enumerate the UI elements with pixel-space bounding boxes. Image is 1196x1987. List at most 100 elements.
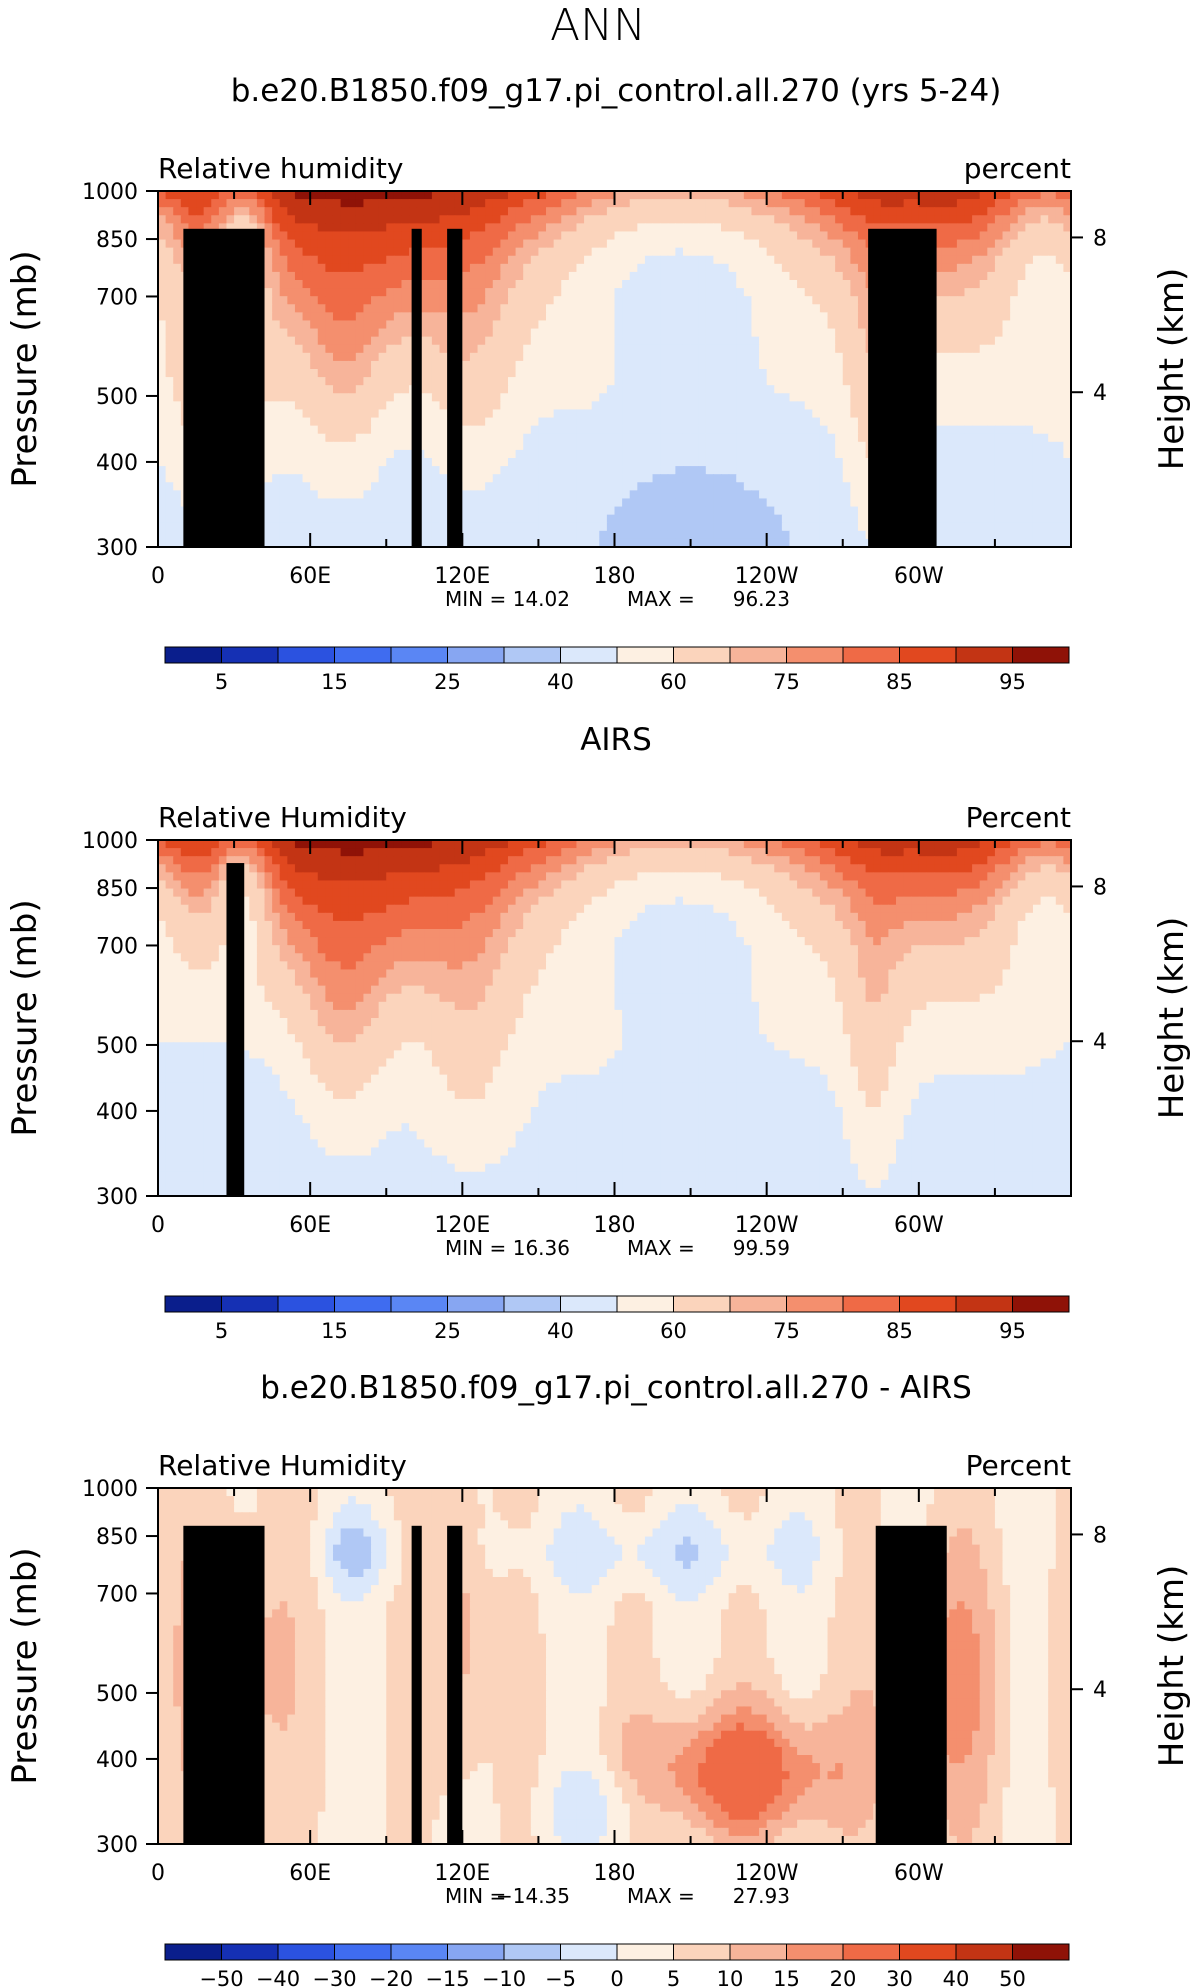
contour-cell — [781, 417, 791, 427]
contour-cell — [698, 385, 707, 394]
contour-cell — [1063, 466, 1072, 475]
contour-cell — [797, 207, 806, 216]
contour-cell — [835, 223, 844, 233]
contour-cell — [340, 401, 349, 411]
contour-cell — [637, 247, 646, 257]
contour-cell — [523, 393, 532, 402]
contour-cell — [393, 360, 403, 370]
contour-cell — [386, 466, 395, 475]
contour-cell — [294, 369, 304, 378]
contour-cell — [660, 191, 669, 200]
contour-cell — [1002, 231, 1011, 241]
contour-cell — [819, 409, 829, 419]
contour-cell — [439, 231, 448, 241]
contour-cell — [355, 474, 365, 483]
contour-cell — [797, 288, 806, 297]
contour-cell — [477, 255, 486, 265]
contour-cell — [827, 498, 836, 508]
contour-cell — [523, 255, 532, 265]
contour-cell — [1010, 296, 1019, 305]
contour-cell — [812, 458, 821, 467]
contour-cell — [584, 522, 593, 532]
contour-cell — [804, 312, 813, 322]
contour-cell — [393, 482, 403, 491]
contour-cell — [477, 458, 486, 467]
contour-cell — [340, 433, 349, 443]
contour-cell — [332, 280, 342, 289]
contour-cell — [363, 239, 372, 249]
contour-cell — [584, 247, 593, 257]
contour-cell — [842, 239, 851, 249]
contour-cell — [340, 263, 349, 273]
contour-cell — [964, 401, 973, 411]
contour-cell — [774, 312, 783, 322]
contour-cell — [591, 263, 600, 273]
contour-cell — [987, 490, 996, 500]
contour-cell — [165, 490, 174, 500]
contour-cell — [835, 490, 844, 500]
contour-cell — [576, 247, 585, 257]
contour-cell — [690, 522, 699, 532]
contour-cell — [485, 522, 494, 532]
contour-cell — [911, 223, 920, 233]
contour-cell — [188, 215, 197, 224]
contour-cell — [979, 352, 988, 362]
contour-cell — [736, 466, 745, 475]
contour-cell — [743, 247, 753, 257]
contour-cell — [584, 255, 593, 265]
contour-cell — [1048, 231, 1057, 241]
contour-cell — [972, 425, 981, 435]
contour-cell — [287, 199, 296, 208]
contour-cell — [272, 223, 281, 233]
contour-cell — [332, 344, 342, 354]
contour-cell — [325, 352, 334, 362]
contour-cell — [317, 207, 326, 216]
contour-cell — [158, 417, 167, 427]
contour-cell — [606, 393, 616, 402]
contour-cell — [1002, 401, 1011, 411]
contour-cell — [462, 199, 471, 208]
contour-cell — [378, 239, 387, 249]
contour-cell — [287, 377, 296, 386]
contour-cell — [644, 458, 654, 467]
contour-cell — [766, 360, 775, 370]
contour-cell — [523, 385, 532, 394]
contour-cell — [972, 231, 981, 241]
contour-cell — [972, 247, 981, 257]
contour-cell — [371, 522, 380, 532]
contour-cell — [553, 385, 562, 394]
contour-cell — [538, 393, 547, 402]
contour-cell — [781, 377, 791, 386]
contour-cell — [728, 247, 737, 257]
contour-cell — [690, 336, 699, 346]
contour-cell — [629, 280, 638, 289]
contour-cell — [165, 247, 174, 257]
contour-cell — [660, 207, 669, 216]
contour-cell — [599, 296, 608, 305]
contour-cell — [622, 296, 631, 305]
contour-cell — [797, 441, 806, 451]
contour-cell — [272, 352, 281, 362]
contour-cell — [340, 328, 349, 338]
contour-cell — [682, 247, 692, 257]
contour-cell — [972, 441, 981, 451]
contour-cell — [941, 215, 950, 224]
contour-cell — [523, 304, 532, 313]
contour-cell — [629, 344, 638, 354]
contour-cell — [226, 199, 235, 208]
contour-cell — [1040, 231, 1049, 241]
contour-cell — [880, 207, 889, 216]
contour-cell — [812, 280, 821, 289]
contour-cell — [469, 409, 479, 419]
contour-cell — [789, 393, 798, 402]
contour-cell — [568, 441, 578, 451]
contour-cell — [743, 336, 753, 346]
contour-cell — [713, 239, 722, 249]
contour-cell — [523, 336, 532, 346]
contour-cell — [599, 385, 608, 394]
contour-cell — [599, 417, 608, 427]
contour-cell — [523, 458, 532, 467]
contour-cell — [972, 352, 981, 362]
contour-cell — [386, 199, 395, 208]
contour-cell — [1010, 449, 1019, 459]
